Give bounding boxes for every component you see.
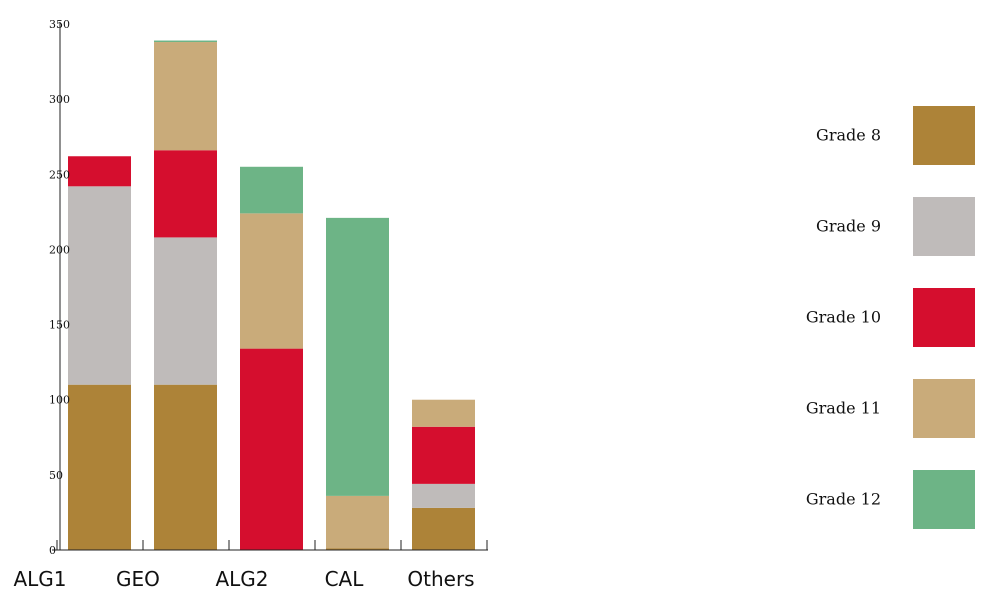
legend-item-grade-11: Grade 11 [806, 379, 975, 438]
legend-item-grade-12: Grade 12 [806, 470, 975, 529]
legend-label: Grade 11 [806, 399, 881, 418]
bar-segment-cal-grade-12 [326, 217, 389, 496]
legend-item-grade-9: Grade 9 [816, 197, 975, 256]
y-tick-label: 100 [49, 394, 70, 407]
legend-swatch [913, 106, 975, 165]
legend-label: Grade 12 [806, 490, 881, 509]
legend-swatch [913, 288, 975, 347]
y-tick-label: 50 [49, 469, 63, 482]
bar-segment-geo-grade-12 [154, 40, 217, 43]
x-category-label-alg1: ALG1 [13, 567, 66, 589]
legend-swatch [913, 470, 975, 529]
bar-segment-alg1-grade-8 [68, 384, 131, 550]
bar-segment-cal-grade-11 [326, 495, 389, 549]
legend-label: Grade 10 [806, 308, 881, 327]
x-category-label-cal: CAL [325, 567, 365, 589]
legend-swatch [913, 197, 975, 256]
y-tick-label: 350 [49, 18, 70, 31]
bar-segment-others-grade-11 [412, 399, 475, 427]
y-tick-label: 200 [49, 243, 70, 256]
bar-segment-geo-grade-10 [154, 150, 217, 238]
bar-segment-alg1-grade-9 [68, 186, 131, 385]
legend-item-grade-8: Grade 8 [816, 106, 975, 165]
bar-segment-cal-grade-8 [326, 548, 389, 550]
legend-label: Grade 8 [816, 126, 881, 145]
y-tick-label: 250 [49, 168, 70, 181]
bar-segment-alg2-grade-11 [240, 213, 303, 349]
bar-segment-alg1-grade-10 [68, 156, 131, 187]
legend: Grade 8 Grade 9 Grade 10 Grade 11 Grade 12 [806, 106, 975, 529]
bar-segment-alg2-grade-10 [240, 348, 303, 550]
bar-segment-geo-grade-8 [154, 384, 217, 550]
bar-segment-others-grade-10 [412, 426, 475, 484]
bar-segment-alg2-grade-12 [240, 166, 303, 214]
bar-segment-others-grade-9 [412, 483, 475, 508]
bar-segment-geo-grade-9 [154, 237, 217, 385]
legend-swatch [913, 379, 975, 438]
x-category-label-geo: GEO [116, 567, 160, 589]
bars-layer [68, 40, 475, 550]
legend-label: Grade 9 [816, 217, 881, 236]
axis-layer: 0 50 100 150 200 250 300 350 ALG1 GEO ALG2 CAL Other… [13, 18, 488, 589]
x-category-label-others: Others [407, 567, 474, 589]
x-category-label-alg2: ALG2 [215, 567, 268, 589]
legend-item-grade-10: Grade 10 [806, 288, 975, 347]
bar-segment-geo-grade-11 [154, 42, 217, 151]
bar-segment-others-grade-8 [412, 507, 475, 550]
y-tick-label: 300 [49, 93, 70, 106]
y-tick-label: 150 [49, 319, 70, 332]
y-tick-label: 0 [49, 544, 56, 557]
